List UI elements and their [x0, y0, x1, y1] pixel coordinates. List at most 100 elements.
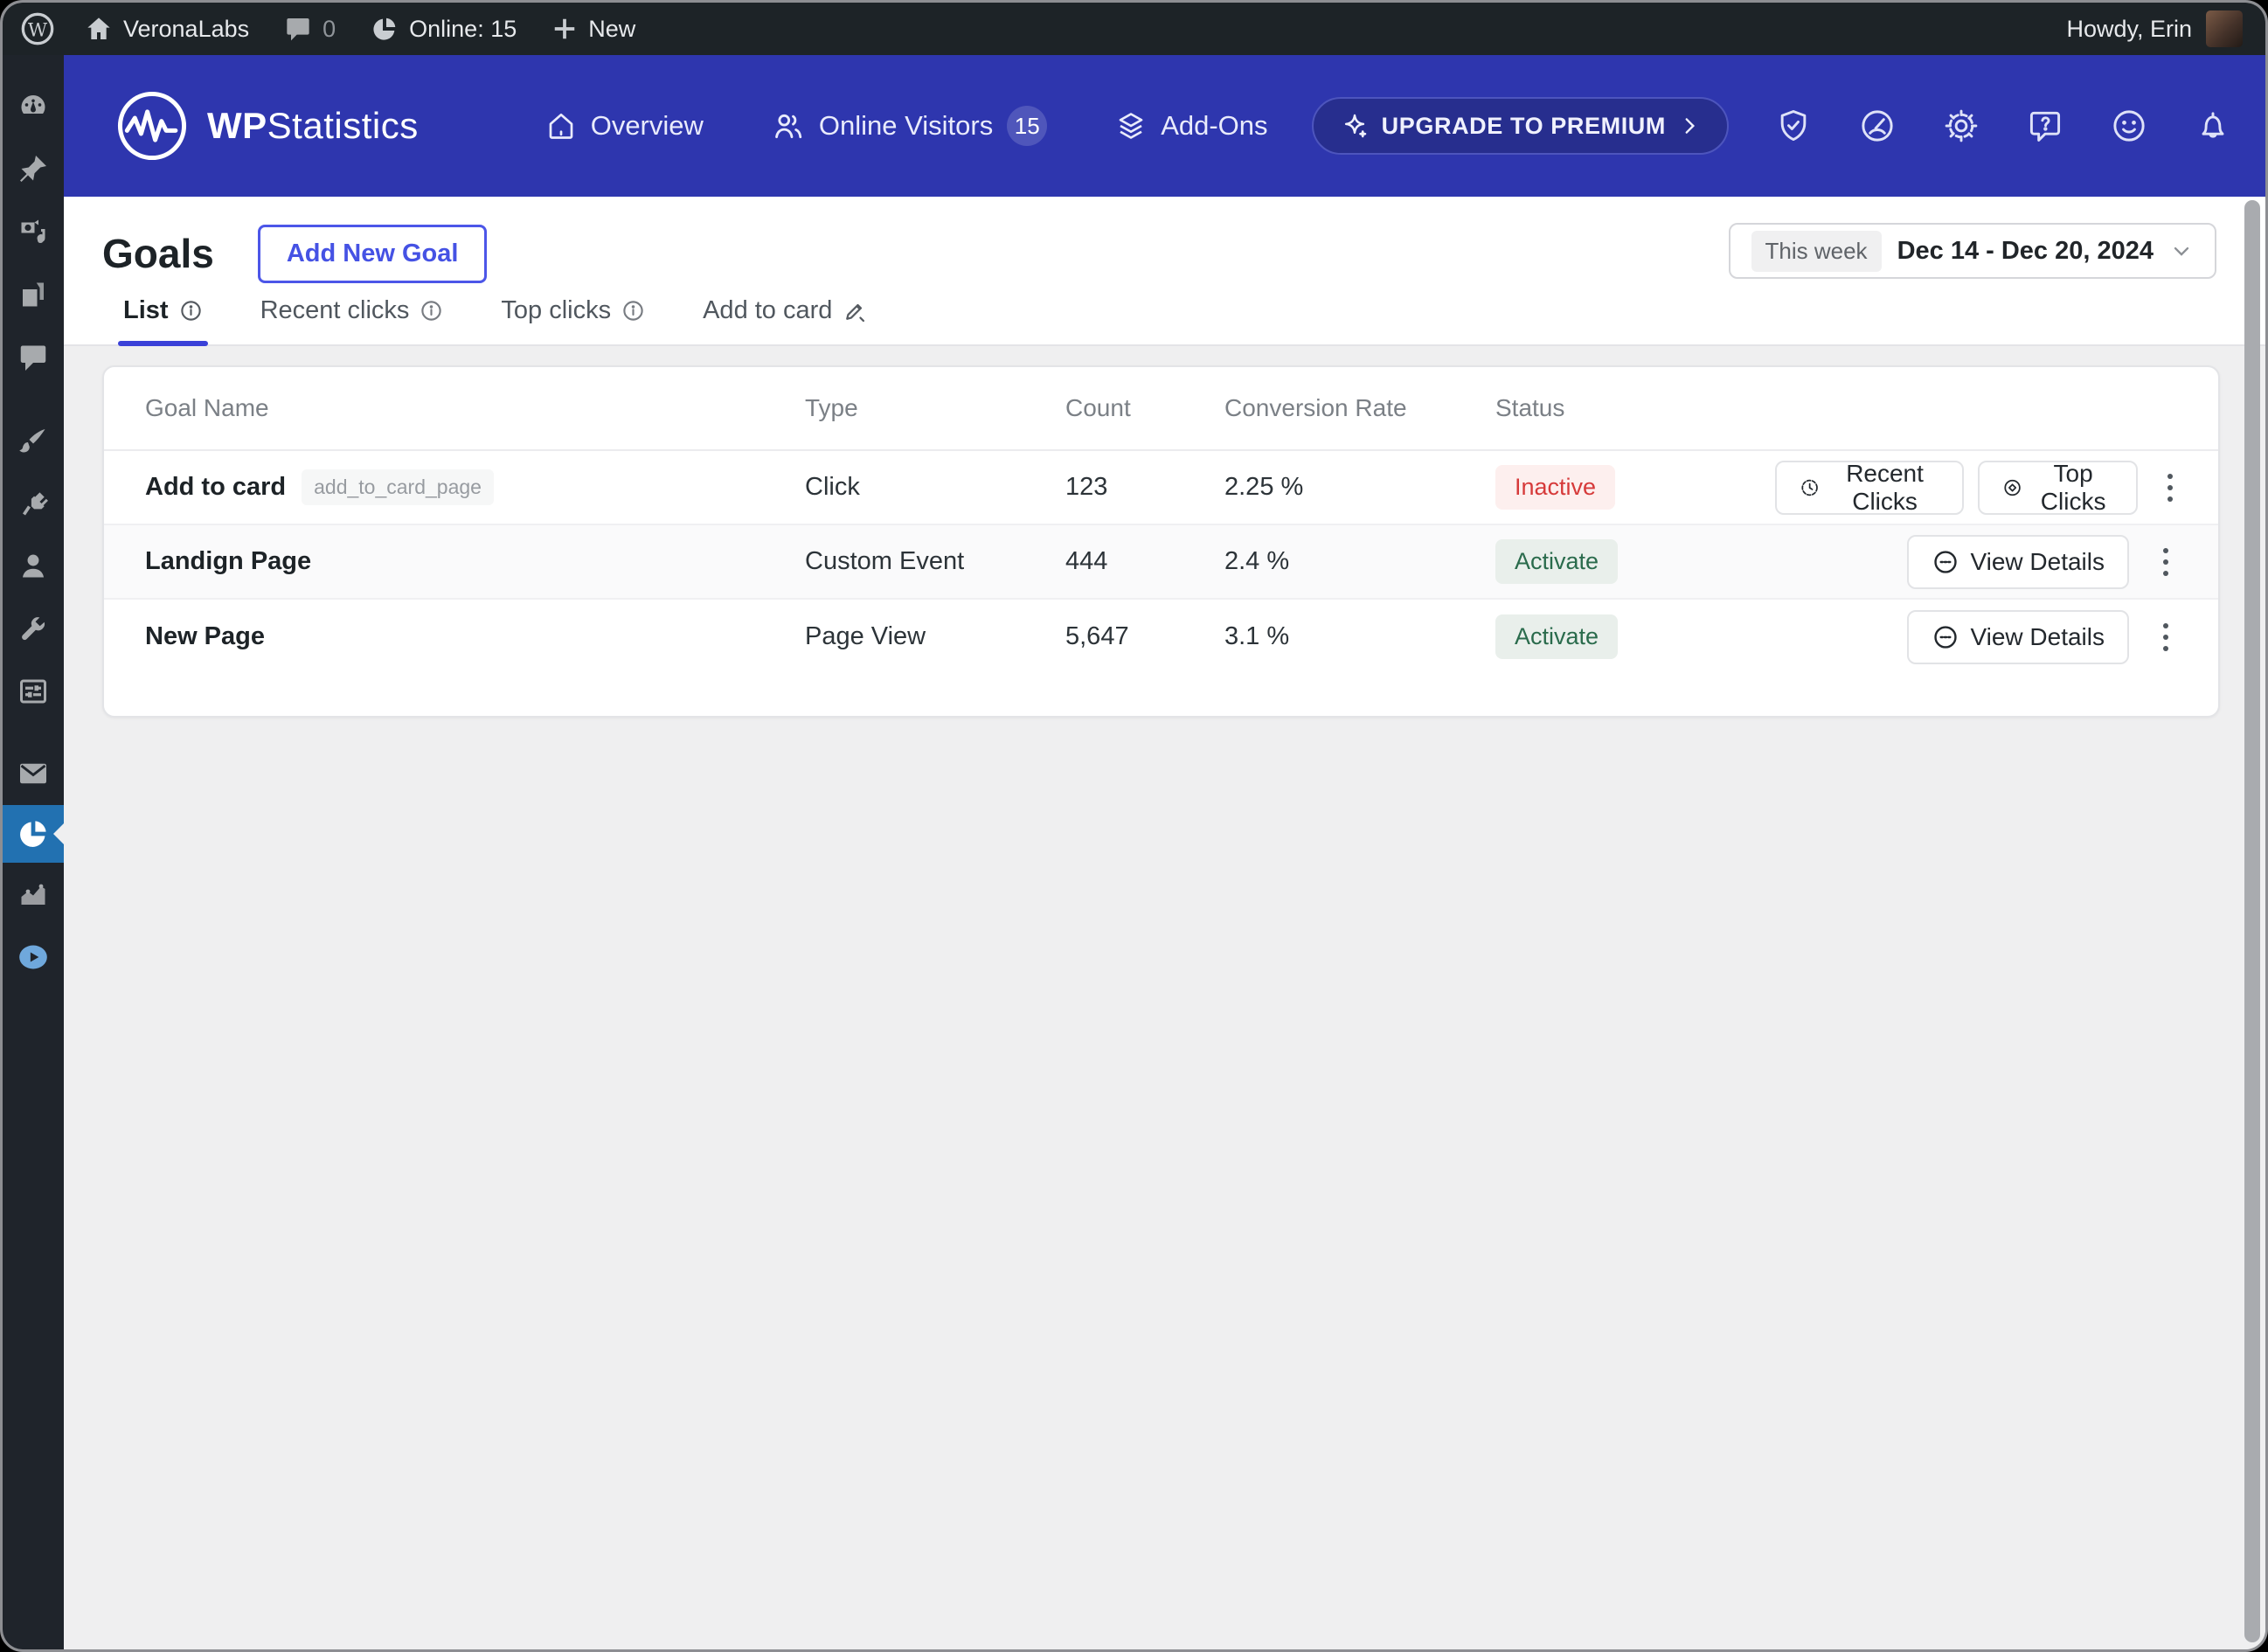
sidebar-item-users[interactable] — [3, 534, 64, 597]
tab-list[interactable]: List — [118, 296, 208, 346]
sidebar-item-plugins[interactable] — [3, 471, 64, 534]
sparkle-icon — [1344, 114, 1366, 138]
tabs-bar: List Recent clicks Top clicks Add to car… — [102, 296, 2265, 346]
sidebar-item-settings[interactable] — [3, 660, 64, 723]
circle-dash-icon — [1934, 550, 1958, 573]
users-icon — [23, 554, 44, 578]
tab-top-clicks[interactable]: Top clicks — [501, 296, 645, 344]
posts-pin-icon — [20, 156, 46, 182]
dashboard-icon — [21, 95, 45, 114]
sidebar-item-analytics[interactable] — [3, 863, 64, 926]
online-visitors-badge: 15 — [1007, 106, 1048, 146]
visitors-icon — [775, 114, 802, 139]
plugin-nav: Overview Online Visitors 15 Add-Ons — [545, 106, 1268, 146]
site-name: VeronaLabs — [123, 15, 250, 42]
privacy-shield-button[interactable] — [1774, 107, 1813, 145]
row-menu-button[interactable] — [2148, 610, 2183, 664]
online-visitors-menu[interactable]: Online: 15 — [371, 15, 517, 43]
sidebar-item-posts[interactable] — [3, 137, 64, 200]
row-menu-button[interactable] — [2157, 461, 2183, 515]
column-header-count: Count — [1065, 394, 1131, 421]
pencil-icon — [846, 303, 865, 322]
avatar[interactable] — [2206, 10, 2243, 47]
notifications-button[interactable] — [2194, 107, 2232, 145]
nav-online-visitors[interactable]: Online Visitors 15 — [772, 106, 1048, 146]
plus-icon — [555, 18, 575, 39]
tools-wrench-icon — [22, 617, 45, 641]
sidebar-item-video[interactable] — [3, 926, 64, 989]
goal-name: New Page — [145, 622, 265, 650]
goal-count: 5,647 — [1065, 622, 1129, 650]
gear-icon — [1945, 109, 1978, 142]
home-outline-icon — [549, 113, 573, 139]
goal-count: 123 — [1065, 473, 1108, 501]
status-badge: Inactive — [1495, 465, 1616, 510]
info-icon — [421, 301, 442, 321]
analytics-chart-icon — [21, 884, 45, 905]
pages-icon — [23, 282, 44, 307]
sidebar-item-comments[interactable] — [3, 326, 64, 389]
site-menu[interactable]: VeronaLabs — [85, 15, 249, 43]
top-clicks-button[interactable]: Top Clicks — [1977, 460, 2139, 515]
goal-conversion: 2.4 % — [1224, 547, 1290, 575]
howdy-text[interactable]: Howdy, Erin — [2066, 15, 2192, 42]
add-new-goal-button[interactable]: Add New Goal — [257, 224, 488, 283]
sidebar-item-media[interactable] — [3, 200, 64, 263]
goal-type: Page View — [805, 622, 926, 650]
sidebar-item-statistics[interactable] — [3, 805, 64, 863]
table-header-row: Goal Name Type Count Conversion Rate Sta… — [104, 367, 2218, 451]
sidebar-item-tools[interactable] — [3, 597, 64, 660]
vertical-scrollbar[interactable] — [2244, 200, 2260, 1642]
view-details-button[interactable]: View Details — [1907, 534, 2129, 589]
shield-check-icon — [1780, 110, 1807, 142]
upgrade-premium-label: UPGRADE TO PREMIUM — [1381, 112, 1666, 139]
svg-text:W: W — [28, 19, 48, 41]
row-menu-button[interactable] — [2148, 535, 2183, 589]
brand-wave-icon — [117, 91, 187, 161]
nav-addons[interactable]: Add-Ons — [1115, 110, 1268, 142]
chevron-right-icon — [1685, 118, 1696, 134]
date-range-picker[interactable]: This week Dec 14 - Dec 20, 2024 — [1728, 223, 2216, 279]
page-title: Goals — [102, 231, 214, 276]
wpstatistics-logo[interactable]: WPStatistics — [114, 88, 419, 163]
tab-recent-clicks[interactable]: Recent clicks — [260, 296, 444, 344]
goal-slug-tag: add_to_card_page — [302, 469, 494, 505]
clock-history-icon — [1801, 479, 1818, 496]
settings-gear-button[interactable] — [1942, 107, 1980, 145]
media-icon — [21, 219, 45, 244]
statistics-pie-icon — [20, 821, 46, 847]
video-play-icon — [19, 945, 47, 969]
sidebar-item-pages[interactable] — [3, 263, 64, 326]
goal-type: Custom Event — [805, 547, 965, 575]
comments-menu[interactable]: 0 — [284, 15, 336, 43]
brand-text: WPStatistics — [207, 105, 419, 146]
help-icon — [2029, 111, 2061, 142]
sidebar-item-dashboard[interactable] — [3, 74, 64, 137]
goal-type: Click — [805, 473, 860, 501]
goal-name: Landign Page — [145, 547, 312, 575]
status-badge: Activate — [1495, 614, 1619, 659]
comments-count: 0 — [323, 15, 336, 42]
wpstatistics-header: WPStatistics Overview Online Visitors 15 — [64, 55, 2265, 197]
wordpress-logo-icon[interactable]: W — [20, 11, 55, 46]
view-details-button[interactable]: View Details — [1907, 609, 2129, 664]
recent-clicks-button[interactable]: Recent Clicks — [1775, 460, 1964, 515]
tab-add-to-card[interactable]: Add to card — [703, 296, 867, 344]
sidebar-item-mail[interactable] — [3, 742, 64, 805]
goal-name: Add to card — [145, 473, 287, 501]
goal-conversion: 2.25 % — [1224, 473, 1304, 501]
plugins-plug-icon — [23, 492, 48, 516]
sidebar-item-appearance[interactable] — [3, 408, 64, 471]
date-range-tag: This week — [1751, 230, 1882, 272]
tab-list-label: List — [123, 296, 169, 324]
info-icon — [180, 301, 201, 321]
feedback-button[interactable] — [2110, 107, 2148, 145]
upgrade-premium-button[interactable]: UPGRADE TO PREMIUM — [1311, 97, 1729, 155]
performance-gauge-button[interactable] — [1858, 107, 1897, 145]
new-menu[interactable]: New — [551, 16, 635, 43]
nav-overview[interactable]: Overview — [545, 110, 704, 142]
help-button[interactable] — [2026, 107, 2064, 145]
target-icon — [2004, 479, 2021, 496]
wp-sidebar — [3, 55, 64, 1649]
